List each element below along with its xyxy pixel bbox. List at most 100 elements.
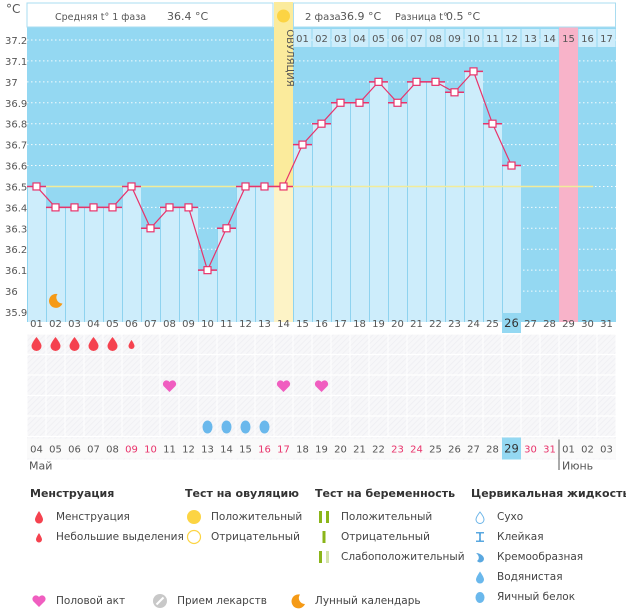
x-tick-label: 09 <box>182 319 195 330</box>
temperature-bar <box>160 207 179 322</box>
calendar-date: 12 <box>182 445 195 456</box>
x-tick-label: 24 <box>467 319 480 330</box>
temperature-bar <box>407 81 426 322</box>
x-tick-label: 02 <box>49 319 62 330</box>
calendar-date: 07 <box>87 445 100 456</box>
heart-icon <box>314 380 329 392</box>
data-point <box>412 77 421 86</box>
luteal-day-cell <box>597 29 616 47</box>
luteal-day-cell <box>540 29 559 47</box>
luteal-day-label: 02 <box>315 34 328 45</box>
luteal-day-label: 15 <box>562 34 575 45</box>
luteal-day-cell <box>502 29 521 47</box>
legend-label: Менструация <box>56 511 130 523</box>
legend-item: Слабоположительный <box>315 547 465 567</box>
temperature-bar <box>217 228 236 322</box>
calendar-date: 25 <box>429 445 442 456</box>
x-tick-label: 05 <box>106 319 119 330</box>
phase1-avg-label: Средняя t° 1 фаза <box>55 12 146 23</box>
today-highlight <box>502 313 521 333</box>
y-tick-label: 37.2 <box>5 36 27 47</box>
calendar-date: 05 <box>49 445 62 456</box>
heart-icon <box>162 380 177 392</box>
temperature-bar <box>331 102 350 323</box>
negative-test-circle-icon <box>185 529 203 545</box>
egg-white-icon <box>202 420 213 434</box>
egg-white-icon <box>221 420 232 434</box>
legend-label: Водянистая <box>497 571 563 583</box>
calendar-date: 01 <box>562 445 575 456</box>
ovulation-label: ОВУЛЯЦИЯ <box>284 29 295 87</box>
dry-drop-icon <box>471 509 489 525</box>
sticky-hourglass-icon <box>471 529 489 545</box>
legend-label: Лунный календарь <box>314 595 421 607</box>
temperature-bar <box>464 71 483 322</box>
temperature-bar <box>27 186 46 322</box>
y-tick-label: 36.7 <box>5 141 27 152</box>
x-tick-label: 31 <box>600 319 613 330</box>
legend-label: Клейкая <box>497 531 544 543</box>
x-tick-label: 01 <box>30 319 43 330</box>
data-point <box>260 182 269 191</box>
legend-item: Положительный <box>315 507 465 527</box>
calendar-date: 26 <box>448 445 461 456</box>
temperature-bar <box>388 102 407 323</box>
luteal-day-cell <box>426 29 445 47</box>
data-point <box>317 119 326 128</box>
legend-label: Положительный <box>211 511 303 523</box>
x-tick-label: 26 <box>504 316 519 330</box>
calendar-date: 18 <box>296 445 309 456</box>
calendar-date: 10 <box>144 445 157 456</box>
luteal-day-cell <box>388 29 407 47</box>
calendar-date: 09 <box>125 445 138 456</box>
temperature-bar <box>103 207 122 322</box>
x-tick-label: 29 <box>562 319 575 330</box>
y-tick-label: 36.6 <box>5 162 27 173</box>
x-tick-label: 19 <box>372 319 385 330</box>
expected-period-column <box>559 27 578 322</box>
x-tick-label: 15 <box>296 319 309 330</box>
temperature-bar <box>312 123 331 322</box>
phase2-header <box>293 2 616 28</box>
luteal-day-cell <box>331 29 350 47</box>
luteal-day-label: 07 <box>410 34 423 45</box>
calendar-date: 21 <box>353 445 366 456</box>
x-tick-label: 25 <box>486 319 499 330</box>
y-tick-label: 36.2 <box>5 245 27 256</box>
calendar-date: 17 <box>277 445 290 456</box>
x-tick-label: 18 <box>353 319 366 330</box>
data-point <box>298 140 307 149</box>
ovulation-sun-icon <box>277 9 290 23</box>
data-point <box>146 224 155 233</box>
legend-item: Половой акт <box>30 591 125 611</box>
egg-white-icon <box>471 589 489 605</box>
luteal-day-cell <box>464 29 483 47</box>
y-tick-label: 36.3 <box>5 224 27 235</box>
luteal-day-cell <box>521 29 540 47</box>
y-tick-label: 37 <box>5 78 18 89</box>
temperature-bar <box>350 102 369 323</box>
luteal-day-label: 10 <box>467 34 480 45</box>
legend-item: Прием лекарств <box>151 591 267 611</box>
temperature-bar <box>122 186 141 322</box>
positive-test-circle-icon <box>185 509 203 525</box>
x-tick-label: 04 <box>87 319 100 330</box>
luteal-day-cell <box>559 29 578 47</box>
data-point <box>431 77 440 86</box>
calendar-date: 31 <box>543 445 556 456</box>
luteal-day-label: 05 <box>372 34 385 45</box>
temperature-bar <box>502 165 521 322</box>
month-label-may: Май <box>29 460 52 471</box>
y-tick-label: 36.9 <box>5 99 27 110</box>
luteal-day-label: 11 <box>486 34 499 45</box>
calendar-date: 29 <box>504 442 519 456</box>
temperature-bar <box>141 228 160 322</box>
calendar-date: 03 <box>600 445 613 456</box>
legend-label: Сухо <box>497 511 524 523</box>
month-label-june: Июнь <box>562 460 593 471</box>
data-point <box>488 119 497 128</box>
luteal-day-cell <box>293 29 312 47</box>
temperature-bar <box>255 186 274 322</box>
legend-label: Яичный белок <box>497 591 576 603</box>
x-tick-label: 27 <box>524 319 537 330</box>
